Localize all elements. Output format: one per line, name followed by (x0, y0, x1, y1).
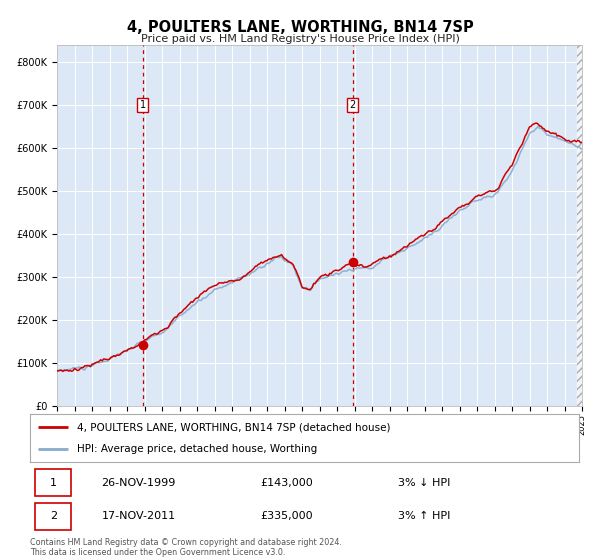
Text: 4, POULTERS LANE, WORTHING, BN14 7SP: 4, POULTERS LANE, WORTHING, BN14 7SP (127, 20, 473, 35)
Text: 2: 2 (50, 511, 57, 521)
Text: £335,000: £335,000 (260, 511, 313, 521)
Text: £143,000: £143,000 (260, 478, 313, 488)
Text: 1: 1 (50, 478, 57, 488)
FancyBboxPatch shape (35, 503, 71, 530)
Bar (577, 45, 582, 406)
Text: Price paid vs. HM Land Registry's House Price Index (HPI): Price paid vs. HM Land Registry's House … (140, 34, 460, 44)
Text: 4, POULTERS LANE, WORTHING, BN14 7SP (detached house): 4, POULTERS LANE, WORTHING, BN14 7SP (de… (77, 422, 390, 432)
Text: Contains HM Land Registry data © Crown copyright and database right 2024.
This d: Contains HM Land Registry data © Crown c… (30, 538, 342, 557)
Text: 2: 2 (350, 100, 356, 110)
Text: 3% ↓ HPI: 3% ↓ HPI (398, 478, 450, 488)
Text: 26-NOV-1999: 26-NOV-1999 (101, 478, 176, 488)
FancyBboxPatch shape (35, 469, 71, 496)
Text: 1: 1 (140, 100, 146, 110)
Text: 17-NOV-2011: 17-NOV-2011 (101, 511, 175, 521)
Text: HPI: Average price, detached house, Worthing: HPI: Average price, detached house, Wort… (77, 444, 317, 454)
Text: 3% ↑ HPI: 3% ↑ HPI (398, 511, 450, 521)
